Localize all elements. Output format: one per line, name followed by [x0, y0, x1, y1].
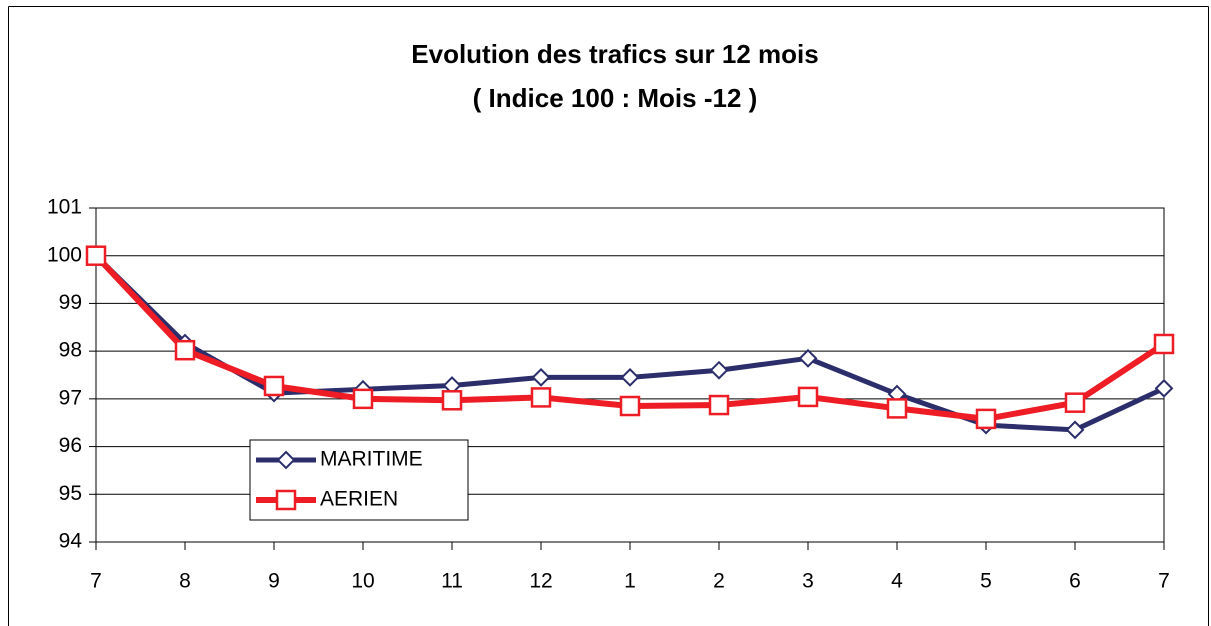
marker: [85, 245, 107, 266]
marker: [174, 339, 196, 361]
y-tick-label: 98: [59, 339, 82, 362]
y-tick-label: 99: [59, 291, 82, 314]
marker: [530, 387, 552, 408]
x-tick-label: 12: [529, 570, 552, 593]
marker: [620, 367, 640, 387]
y-tick-label: 96: [59, 434, 82, 457]
marker: [531, 367, 551, 387]
marker: [619, 395, 641, 417]
x-tick-label: 5: [980, 570, 992, 593]
x-tick-label: 7: [90, 570, 102, 593]
marker: [263, 375, 285, 397]
y-tick-label: 100: [47, 243, 82, 266]
marker: [797, 386, 819, 408]
marker: [275, 489, 297, 511]
x-tick-label: 9: [268, 570, 280, 593]
legend-label: MARITIME: [320, 448, 423, 471]
x-tick-label: 4: [891, 570, 903, 593]
x-tick-label: 8: [179, 570, 191, 593]
y-tick-label: 101: [47, 196, 82, 219]
marker: [886, 398, 908, 419]
y-tick-label: 97: [59, 386, 82, 409]
marker: [975, 408, 997, 430]
x-tick-label: 2: [713, 570, 725, 593]
series-line: [93, 253, 1166, 422]
x-tick-label: 7: [1158, 570, 1170, 593]
marker: [441, 390, 463, 411]
marker: [709, 360, 729, 380]
chart-title: Evolution des trafics sur 12 mois: [411, 39, 818, 69]
x-tick-label: 1: [624, 570, 636, 593]
marker: [1154, 378, 1174, 398]
marker: [1153, 333, 1175, 355]
y-tick-label: 94: [59, 530, 83, 553]
chart-subtitle: ( Indice 100 : Mois -12 ): [473, 83, 758, 113]
marker: [708, 394, 730, 416]
marker: [352, 388, 374, 410]
marker: [798, 348, 818, 368]
y-tick-label: 95: [59, 482, 82, 505]
x-tick-label: 11: [441, 570, 463, 593]
legend-label: AERIEN: [320, 488, 398, 511]
x-tick-label: 3: [802, 570, 814, 593]
marker: [1064, 392, 1086, 413]
x-tick-label: 10: [351, 570, 374, 593]
x-tick-label: 6: [1069, 570, 1081, 593]
marker: [1065, 420, 1085, 440]
marker: [276, 450, 296, 470]
